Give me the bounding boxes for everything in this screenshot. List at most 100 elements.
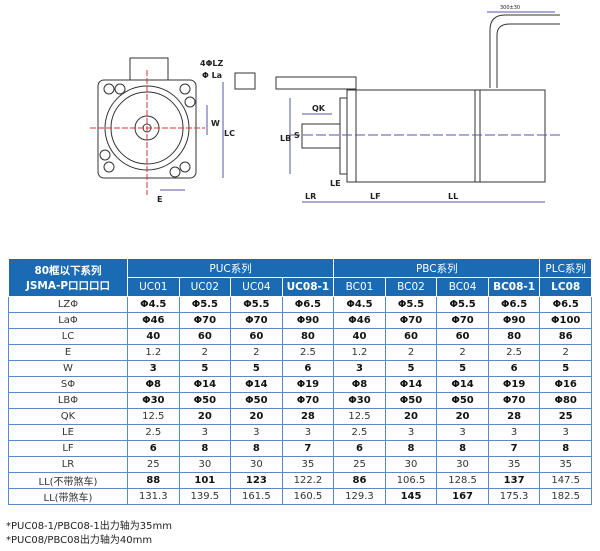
label-lr: LR bbox=[305, 192, 316, 201]
table-cell: 35 bbox=[281, 456, 335, 473]
table-cell: 35 bbox=[487, 456, 541, 473]
table-cell: 2 bbox=[539, 344, 592, 361]
table-cell: 8 bbox=[230, 440, 283, 457]
table-cell: Φ50 bbox=[178, 392, 232, 409]
table-cell: 2 bbox=[436, 344, 489, 361]
table-cell: 12.5 bbox=[127, 408, 180, 425]
table-cell: 139.5 bbox=[178, 488, 232, 505]
row-label: LR bbox=[8, 456, 128, 473]
table-cell: 160.5 bbox=[281, 488, 335, 505]
table-cell: 1.2 bbox=[127, 344, 180, 361]
model-header: BC02 bbox=[384, 277, 438, 297]
table-cell: Φ80 bbox=[539, 392, 592, 409]
table-cell: 20 bbox=[436, 408, 489, 425]
model-header: BC01 bbox=[333, 277, 386, 297]
model-header: BC08-1 bbox=[487, 277, 541, 297]
table-cell: Φ30 bbox=[333, 392, 386, 409]
label-la: Φ La bbox=[202, 71, 222, 80]
table-cell: 2 bbox=[384, 344, 438, 361]
table-cell: 3 bbox=[539, 424, 592, 441]
table-cell: 7 bbox=[281, 440, 335, 457]
row-label: E bbox=[8, 344, 128, 361]
table-cell: 145 bbox=[384, 488, 438, 505]
table-cell: Φ4.5 bbox=[127, 296, 180, 313]
table-cell: 6 bbox=[281, 360, 335, 377]
table-cell: 12.5 bbox=[333, 408, 386, 425]
table-cell: Φ5.5 bbox=[436, 296, 489, 313]
table-cell: 2 bbox=[178, 344, 232, 361]
group-header: PBC系列 bbox=[333, 258, 541, 278]
model-row: UC01 UC02 UC04 UC08-1 BC01 BC02 BC04 BC08-1 LC08 bbox=[9, 277, 592, 297]
table-cell: 3 bbox=[436, 424, 489, 441]
table-cell: Φ70 bbox=[384, 312, 438, 329]
table-cell: 147.5 bbox=[539, 472, 592, 489]
series-header: 80框以下系列 JSMA-P口口口口 bbox=[8, 258, 128, 297]
table-cell: 5 bbox=[384, 360, 438, 377]
model-header: UC08-1 bbox=[281, 277, 335, 297]
table-cell: 2.5 bbox=[487, 344, 541, 361]
footnotes: *PUC08-1/PBC08-1出力轴为35mm *PUC08/PBC08出力轴… bbox=[6, 520, 172, 548]
model-header: UC02 bbox=[178, 277, 232, 297]
table-row: QK 12.5 20 20 28 12.5 20 20 28 25 bbox=[8, 408, 592, 425]
table-cell: 20 bbox=[178, 408, 232, 425]
table-cell: 3 bbox=[384, 424, 438, 441]
label-le: LE bbox=[330, 179, 341, 188]
table-row: LL(带煞车) 131.3 139.5 161.5 160.5 129.3 145 167 17… bbox=[8, 488, 592, 505]
row-label: LL(带煞车) bbox=[8, 488, 128, 505]
table-cell: 30 bbox=[384, 456, 438, 473]
table-row: E 1.2 2 2 2.5 1.2 2 2 2.5 2 bbox=[8, 344, 592, 361]
label-lz: 4ΦLZ bbox=[200, 59, 223, 68]
table-cell: Φ8 bbox=[333, 376, 386, 393]
label-ll: LL bbox=[448, 192, 458, 201]
model-header: BC04 bbox=[436, 277, 489, 297]
table-cell: 2 bbox=[230, 344, 283, 361]
motor-dimension-drawing: 4ΦLZ Φ La W LC E QK LB S LE LR LF LL 300… bbox=[90, 5, 560, 204]
table-cell: 40 bbox=[333, 328, 386, 345]
table-cell: 5 bbox=[178, 360, 232, 377]
table-cell: 3 bbox=[127, 360, 180, 377]
table-cell: 122.2 bbox=[281, 472, 335, 489]
table-cell: 137 bbox=[487, 472, 541, 489]
table-cell: Φ70 bbox=[436, 312, 489, 329]
table-cell: 175.3 bbox=[487, 488, 541, 505]
table-cell: Φ8 bbox=[127, 376, 180, 393]
table-cell: 2.5 bbox=[281, 344, 335, 361]
row-label: W bbox=[8, 360, 128, 377]
table-cell: Φ5.5 bbox=[384, 296, 438, 313]
table-cell: 28 bbox=[281, 408, 335, 425]
table-cell: 128.5 bbox=[436, 472, 489, 489]
table-cell: Φ19 bbox=[487, 376, 541, 393]
table-cell: 88 bbox=[127, 472, 180, 489]
row-label: QK bbox=[8, 408, 128, 425]
label-s: S bbox=[294, 131, 300, 140]
table-cell: 25 bbox=[333, 456, 386, 473]
table-cell: Φ14 bbox=[178, 376, 232, 393]
table-cell: Φ100 bbox=[539, 312, 592, 329]
table-cell: Φ50 bbox=[384, 392, 438, 409]
table-cell: 101 bbox=[178, 472, 232, 489]
table-cell: 8 bbox=[178, 440, 232, 457]
row-label: LBΦ bbox=[8, 392, 128, 409]
table-cell: 131.3 bbox=[127, 488, 180, 505]
table-cell: 40 bbox=[127, 328, 180, 345]
model-header: LC08 bbox=[539, 277, 592, 297]
row-label: LZΦ bbox=[8, 296, 128, 313]
row-label: LE bbox=[8, 424, 128, 441]
table-row: LR 25 30 30 35 25 30 30 35 35 bbox=[8, 456, 592, 473]
table-cell: 5 bbox=[436, 360, 489, 377]
table-row: LaΦ Φ46 Φ70 Φ70 Φ90 Φ46 Φ70 Φ70 Φ90 Φ100 bbox=[8, 312, 592, 329]
table-cell: 8 bbox=[436, 440, 489, 457]
table-cell: Φ46 bbox=[127, 312, 180, 329]
table-cell: Φ50 bbox=[230, 392, 283, 409]
table-row: LBΦ Φ30 Φ50 Φ50 Φ70 Φ30 Φ50 Φ50 Φ70 Φ80 bbox=[8, 392, 592, 409]
table-cell: 129.3 bbox=[333, 488, 386, 505]
table-cell: 3 bbox=[230, 424, 283, 441]
table-cell: Φ70 bbox=[178, 312, 232, 329]
table-cell: Φ90 bbox=[281, 312, 335, 329]
table-cell: Φ19 bbox=[281, 376, 335, 393]
table-cell: 2.5 bbox=[127, 424, 180, 441]
header-row: 80框以下系列 JSMA-P口口口口 PUC系列 PBC系列 PLC系列 bbox=[8, 258, 592, 297]
corner-line: JSMA-P口口口口 bbox=[25, 279, 111, 292]
front-view bbox=[90, 57, 224, 195]
table-cell: 3 bbox=[333, 360, 386, 377]
